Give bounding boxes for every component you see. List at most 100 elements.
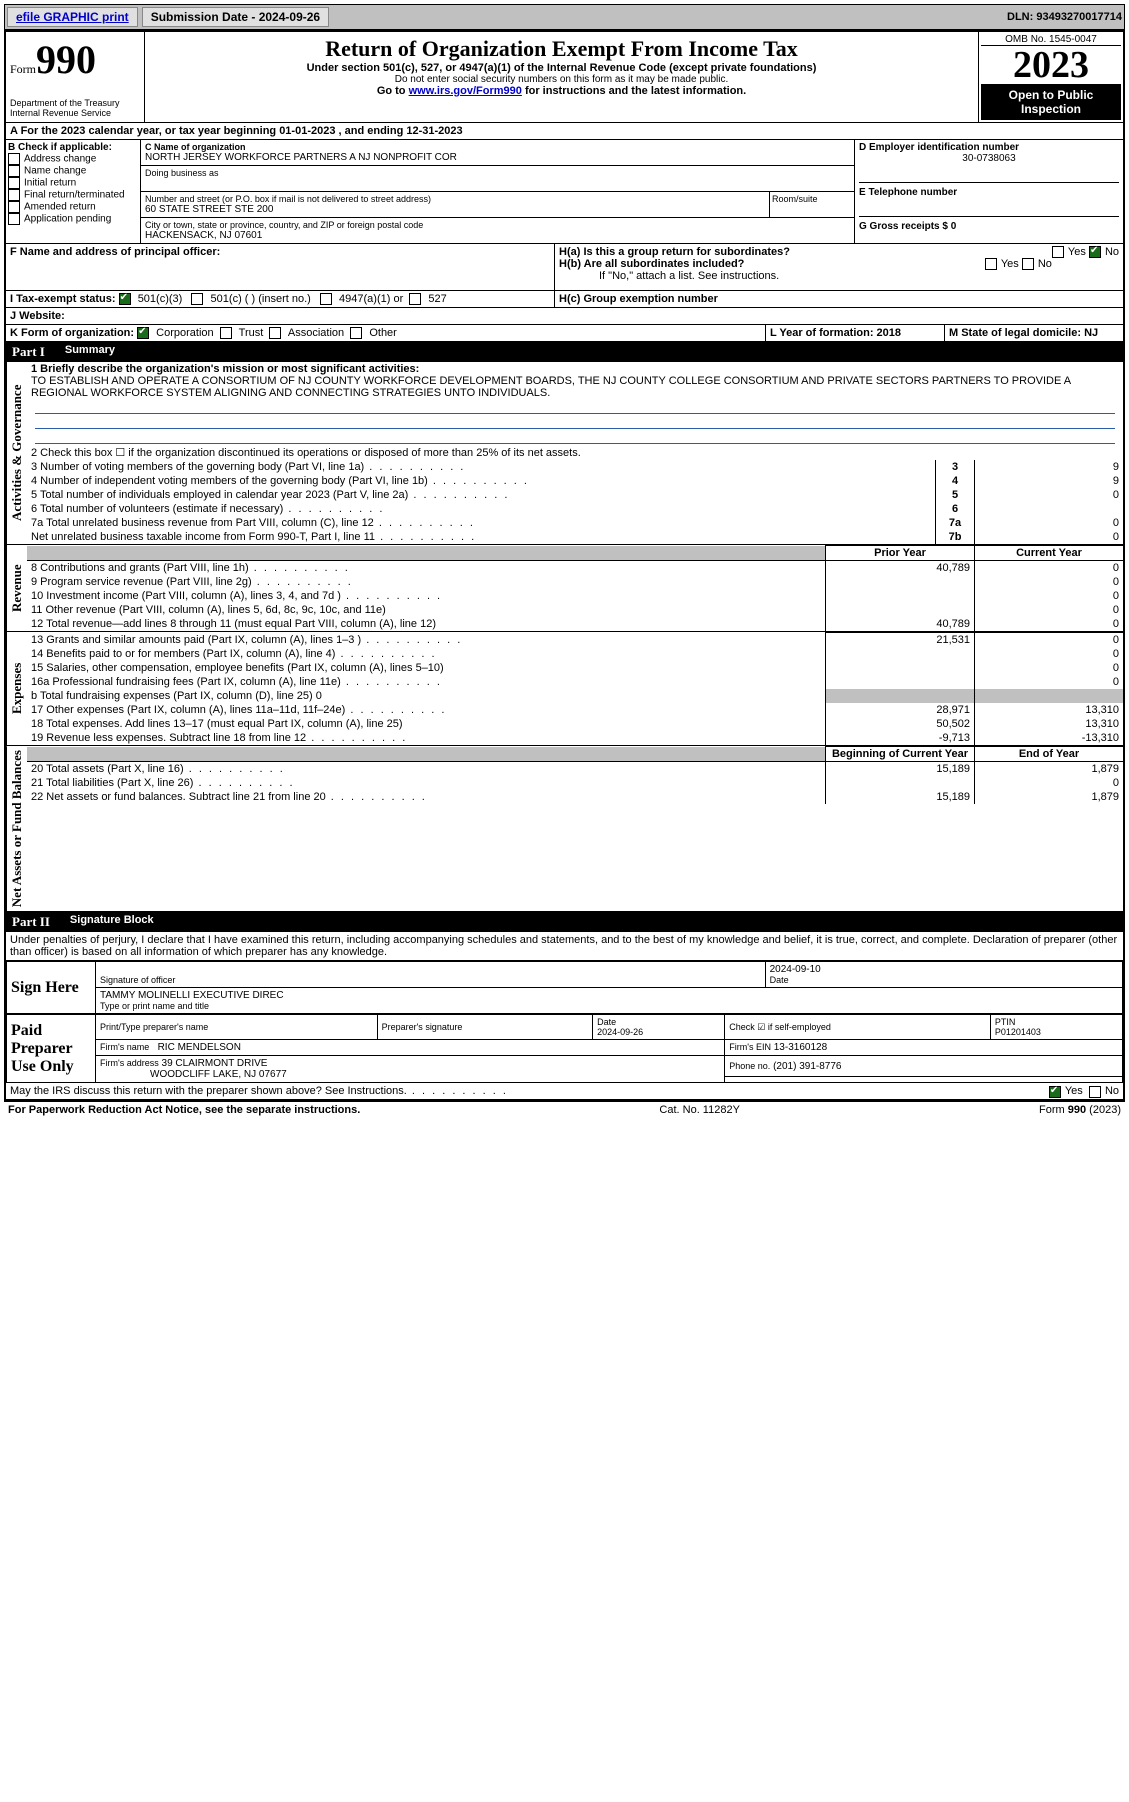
line7a-val: 0 [975,516,1124,530]
cb-4947[interactable] [320,293,332,305]
goto-prefix: Go to [377,85,409,97]
l19-prior: -9,713 [826,731,975,745]
firm-addr-label: Firm's address [100,1058,159,1068]
line5: 5 Total number of individuals employed i… [27,488,936,502]
ha-label: H(a) Is this a group return for subordin… [559,246,790,258]
line10: 10 Investment income (Part VIII, column … [27,589,826,603]
yes-label: Yes [1065,1085,1083,1097]
firm-addr2: WOODCLIFF LAKE, NJ 07677 [150,1069,287,1080]
cb-527[interactable] [409,293,421,305]
footer-mid: Cat. No. 11282Y [659,1104,740,1116]
form990-link[interactable]: www.irs.gov/Form990 [409,85,522,97]
checkbox-initial-return[interactable] [8,177,20,189]
box-d-label: D Employer identification number [859,142,1119,153]
line18: 18 Total expenses. Add lines 13–17 (must… [27,717,826,731]
checkbox-pending[interactable] [8,213,20,225]
line5-num: 5 [936,488,975,502]
vert-net-assets: Net Assets or Fund Balances [6,746,27,911]
cb-corp[interactable] [137,327,149,339]
cb-assoc[interactable] [269,327,281,339]
box-e-label: E Telephone number [859,187,1119,198]
line4: 4 Number of independent voting members o… [27,474,936,488]
checkbox-final-return[interactable] [8,189,20,201]
hb-yes[interactable] [985,258,997,270]
l21-begin [826,776,975,790]
form-header: Form990 Department of the Treasury Inter… [6,32,1123,123]
hb-no[interactable] [1022,258,1034,270]
line5-val: 0 [975,488,1124,502]
line3: 3 Number of voting members of the govern… [27,460,936,474]
l20-begin: 15,189 [826,762,975,777]
discuss-yes[interactable] [1049,1086,1061,1098]
addr-label: Number and street (or P.O. box if mail i… [145,194,765,204]
line15: 15 Salaries, other compensation, employe… [27,661,826,675]
sig-officer-label: Signature of officer [100,975,761,985]
ha-no[interactable] [1089,246,1101,258]
part1-title: Summary [65,344,115,360]
l16b-grey2 [975,689,1124,703]
perjury-text: Under penalties of perjury, I declare th… [6,932,1123,961]
part1-label: Part I [12,344,45,360]
part2-label: Part II [12,914,50,930]
city-label: City or town, state or province, country… [145,220,850,230]
l8-curr: 0 [975,561,1124,576]
l22-begin: 15,189 [826,790,975,804]
box-g-label: G Gross receipts $ 0 [859,221,956,232]
cb-label: Final return/terminated [24,190,125,201]
prep-date-label: Date [597,1017,616,1027]
ein-value: 30-0738063 [859,153,1119,164]
checkbox-amended[interactable] [8,201,20,213]
line19: 19 Revenue less expenses. Subtract line … [27,731,826,745]
box-j-label: J Website: [10,310,65,322]
phone-value: (201) 391-8776 [773,1061,841,1072]
discuss-text: May the IRS discuss this return with the… [10,1085,407,1097]
street-address: 60 STATE STREET STE 200 [145,204,765,215]
discuss-no[interactable] [1089,1086,1101,1098]
cb-label: Address change [24,154,96,165]
cb-501c3[interactable] [119,293,131,305]
begin-year-header: Beginning of Current Year [826,747,975,762]
vert-revenue: Revenue [6,545,27,631]
box-f-label: F Name and address of principal officer: [10,246,550,258]
line12: 12 Total revenue—add lines 8 through 11 … [27,617,826,631]
paid-prep-label: Paid Preparer Use Only [7,1015,96,1083]
self-emp-label: Check ☑ if self-employed [725,1015,991,1040]
firm-ein: 13-3160128 [774,1042,827,1053]
line7a-num: 7a [936,516,975,530]
line14: 14 Benefits paid to or for members (Part… [27,647,826,661]
l11-prior [826,603,975,617]
checkbox-address-change[interactable] [8,153,20,165]
page-footer: For Paperwork Reduction Act Notice, see … [4,1102,1125,1118]
footer-right: Form 990 (2023) [1039,1104,1121,1116]
efile-print-button[interactable]: efile GRAPHIC print [7,7,138,27]
l9-curr: 0 [975,575,1124,589]
prep-sig-label: Preparer's signature [377,1015,593,1040]
line4-val: 9 [975,474,1124,488]
room-label: Room/suite [770,192,854,217]
firm-name: RIC MENDELSON [158,1042,241,1053]
line9: 9 Program service revenue (Part VIII, li… [27,575,826,589]
opt-527: 527 [428,293,446,305]
line8: 8 Contributions and grants (Part VIII, l… [27,561,826,576]
form-number: 990 [36,37,96,82]
header-grid: B Check if applicable: Address change Na… [6,140,1123,244]
line11: 11 Other revenue (Part VIII, column (A),… [27,603,826,617]
cb-trust[interactable] [220,327,232,339]
cb-other[interactable] [350,327,362,339]
sign-here-table: Sign Here Signature of officer 2024-09-1… [6,961,1123,1014]
no-label: No [1105,246,1119,258]
l16a-prior [826,675,975,689]
part2-title: Signature Block [70,914,154,930]
opt-trust: Trust [239,327,264,339]
l10-curr: 0 [975,589,1124,603]
prep-name-label: Print/Type preparer's name [96,1015,378,1040]
checkbox-name-change[interactable] [8,165,20,177]
tax-year: 2023 [981,46,1121,84]
officer-name-label: Type or print name and title [100,1001,1118,1011]
line7a: 7a Total unrelated business revenue from… [27,516,936,530]
ha-yes[interactable] [1052,246,1064,258]
line13: 13 Grants and similar amounts paid (Part… [27,633,826,648]
goto-suffix: for instructions and the latest informat… [522,85,746,97]
cb-501c[interactable] [191,293,203,305]
l16b-grey1 [826,689,975,703]
